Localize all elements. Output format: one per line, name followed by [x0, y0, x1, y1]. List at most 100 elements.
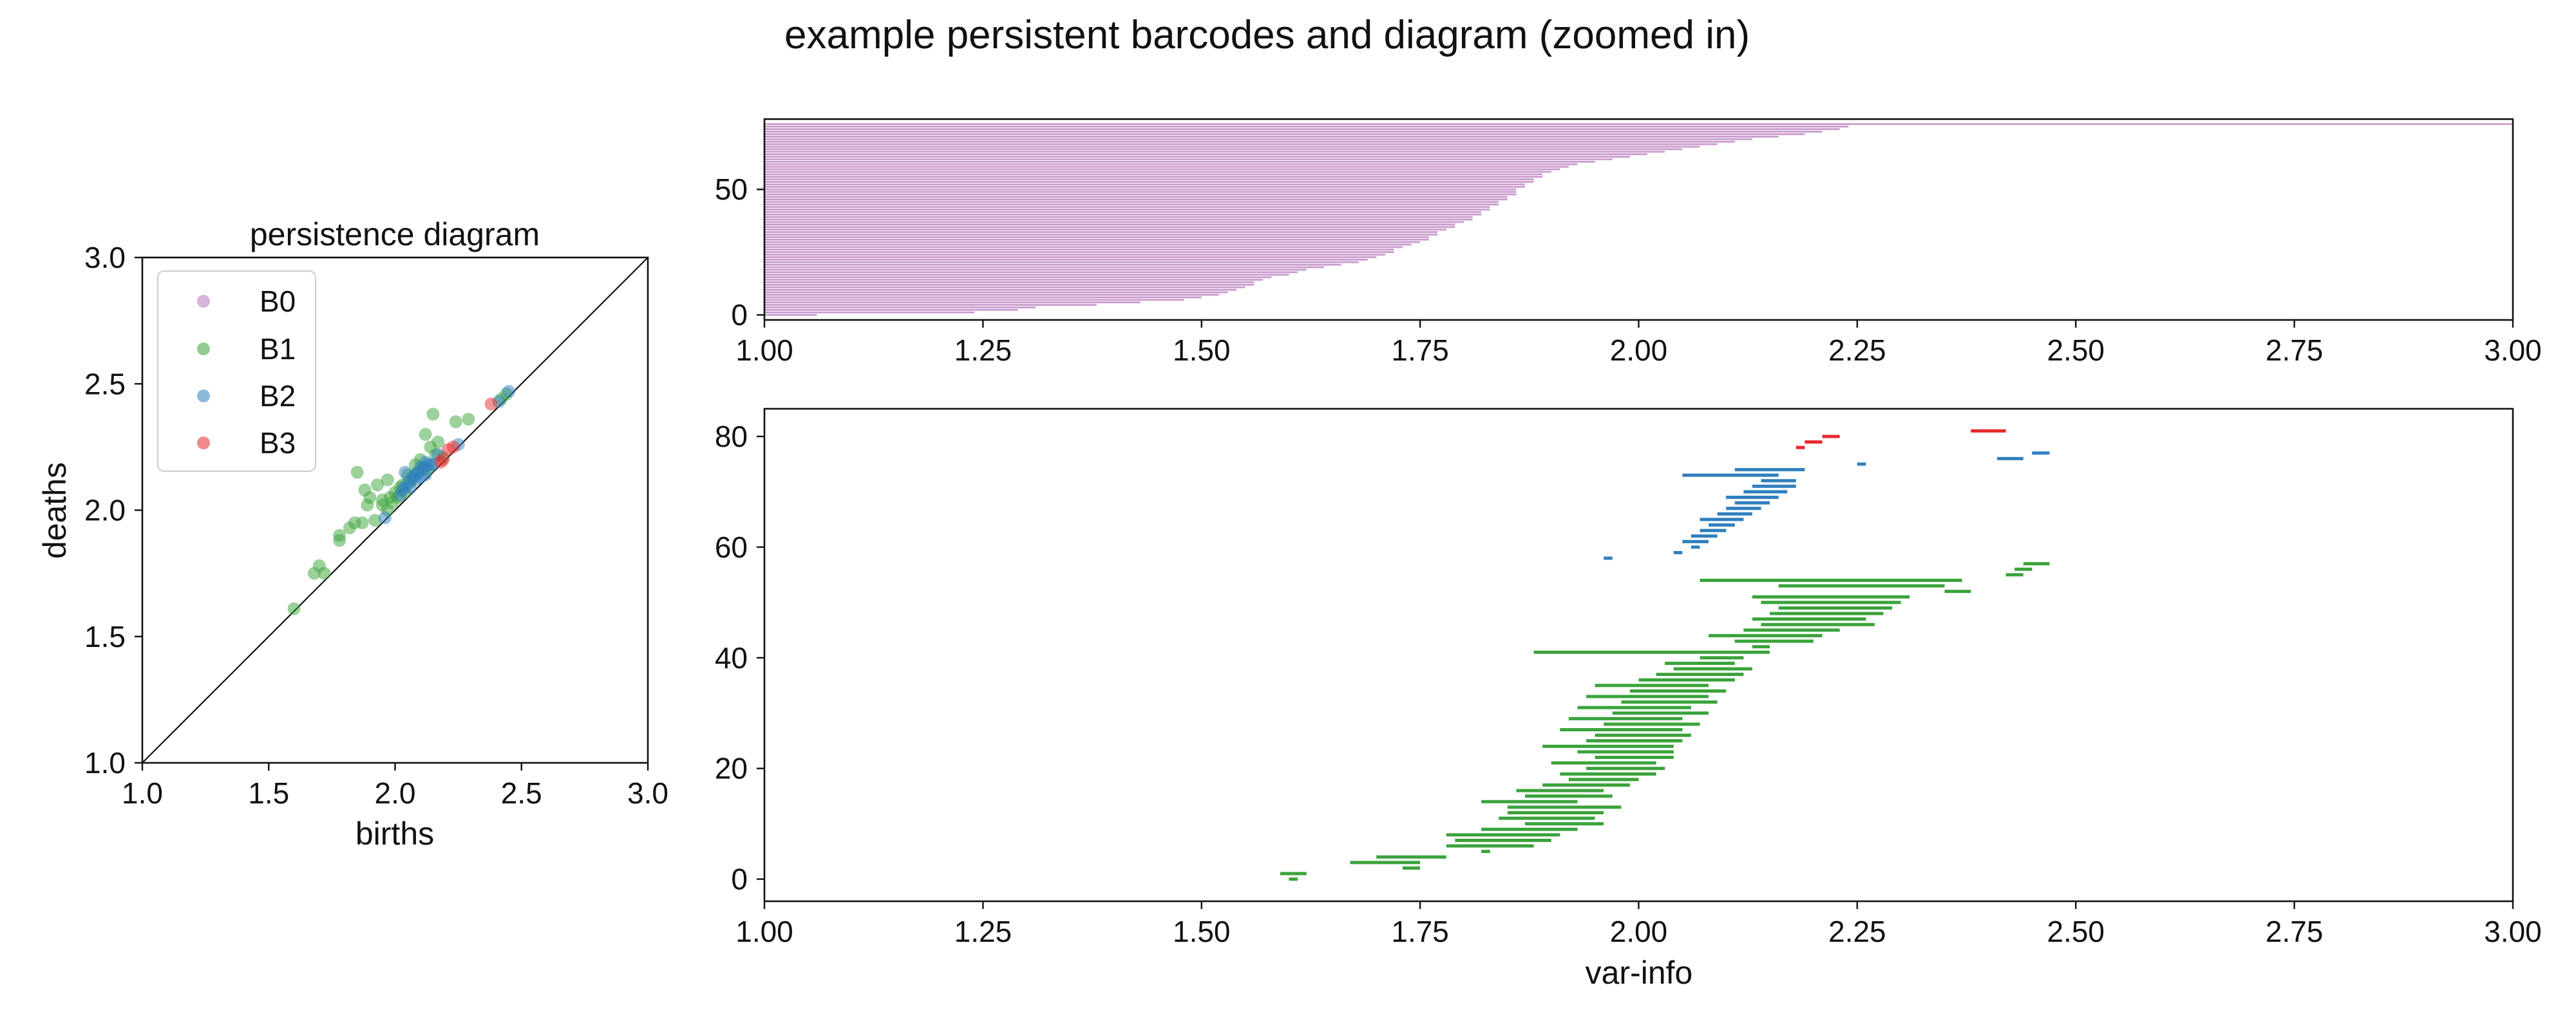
point-b1 — [426, 407, 440, 421]
bar-b1 — [1700, 578, 1962, 582]
x-tick-label: 2.75 — [2266, 333, 2324, 367]
point-b2 — [419, 468, 432, 482]
bar-b2 — [1682, 473, 1779, 477]
bar-b1 — [1525, 822, 1604, 826]
bar-b0 — [764, 288, 1237, 291]
bar-b0 — [764, 128, 1840, 130]
diagonal-line — [142, 257, 649, 763]
bar-b0 — [764, 246, 1403, 248]
x-tick-label: 1.00 — [735, 915, 793, 948]
bar-b0 — [764, 281, 1255, 283]
x-tick-label: 2.00 — [1610, 915, 1668, 948]
bar-b1 — [1778, 584, 1945, 588]
diagram-title: persistence diagram — [250, 216, 540, 252]
point-b3 — [437, 453, 450, 466]
diagram-legend: B0 B1 B2 B3 — [157, 270, 316, 472]
bar-b0 — [764, 156, 1630, 158]
legend-label-b0: B0 — [260, 285, 296, 318]
y-tick-label: 2.5 — [84, 367, 126, 400]
y-tick-label: 1.5 — [84, 620, 126, 653]
bar-b1 — [1542, 783, 1630, 787]
bar-b0 — [764, 138, 1752, 140]
bar-b2 — [1690, 534, 1718, 538]
x-tick-label: 2.75 — [2266, 915, 2324, 948]
bar-b0 — [764, 226, 1455, 229]
bar-b0 — [764, 241, 1421, 243]
bar-b1 — [1586, 739, 1683, 743]
bar-b0 — [764, 191, 1517, 193]
bar-b0 — [764, 206, 1490, 208]
bar-b1 — [1700, 656, 1744, 660]
point-b3 — [446, 440, 460, 454]
bar-b2 — [2032, 451, 2050, 455]
higher-y-ticks: 0 20 40 60 80 — [715, 420, 764, 896]
bar-b2 — [1717, 512, 1752, 516]
point-b1 — [449, 415, 462, 429]
bar-b1 — [1673, 667, 1752, 671]
bar-b0 — [764, 211, 1482, 213]
bar-b0 — [764, 176, 1543, 178]
bar-b1 — [1752, 595, 1910, 599]
diagram-x-label: births — [355, 816, 434, 852]
bar-b2 — [1690, 545, 1700, 549]
bar-b1 — [1743, 628, 1840, 632]
bar-b0 — [764, 301, 1141, 304]
persistence-diagram: persistence diagram 1.0 1.5 2.0 2.5 3.0 1.0 1… — [37, 216, 668, 852]
bar-b1 — [1595, 756, 1674, 760]
y-tick-label: 0 — [731, 298, 748, 332]
diagram-x-ticks: 1.0 1.5 2.0 2.5 3.0 — [122, 763, 668, 810]
bar-b0 — [764, 126, 1849, 128]
higher-x-label: var-info — [1586, 955, 1693, 991]
bar-b1 — [1761, 601, 1901, 604]
bar-b0 — [764, 248, 1394, 251]
diagonal — [142, 257, 649, 763]
x-tick-label: 1.00 — [735, 333, 793, 367]
point-b1 — [350, 465, 364, 479]
bar-b1 — [1481, 800, 1578, 803]
bar-b2 — [1682, 539, 1709, 543]
bar-b1 — [1402, 866, 1421, 870]
bar-b0 — [764, 153, 1648, 155]
bar-b1 — [1629, 689, 1727, 693]
bar-b1 — [1761, 623, 1875, 626]
bar-b1 — [1446, 844, 1534, 848]
bar-b2 — [1700, 529, 1727, 532]
bar-b0 — [764, 203, 1499, 205]
bar-b0 — [764, 168, 1560, 171]
y-tick-label: 0 — [731, 863, 748, 896]
bar-b1 — [1568, 716, 1683, 720]
legend-frame — [157, 270, 316, 472]
x-tick-label: 1.0 — [122, 776, 163, 810]
bar-b0 — [764, 198, 1508, 201]
point-b1 — [368, 514, 382, 527]
bar-b0 — [764, 279, 1263, 281]
bar-b0 — [764, 193, 1517, 196]
bar-b0 — [764, 160, 1595, 163]
bar-b0 — [764, 216, 1473, 218]
b0-bars — [764, 123, 2513, 316]
legend-marker-b0 — [197, 295, 210, 308]
bar-b1 — [1568, 778, 1639, 782]
bar-b0 — [764, 133, 1805, 135]
diagram-y-label: deaths — [37, 462, 73, 559]
point-b1 — [317, 566, 331, 580]
bar-b0 — [764, 304, 1097, 306]
point-b1 — [333, 529, 346, 542]
b0-x-ticks: 1.00 1.25 1.50 1.75 2.00 2.25 2.50 2.75 3.00 — [735, 320, 2542, 367]
bar-b0 — [764, 229, 1446, 230]
point-b3 — [484, 397, 498, 411]
bar-b1 — [1560, 772, 1656, 776]
x-tick-label: 2.25 — [1828, 915, 1886, 948]
point-b1 — [462, 413, 475, 426]
bar-b0 — [764, 148, 1683, 151]
bar-b0 — [764, 268, 1307, 271]
legend-label-b1: B1 — [260, 332, 296, 366]
bar-b2 — [1857, 462, 1866, 466]
bar-b0 — [764, 236, 1429, 238]
x-tick-label: 2.5 — [501, 776, 542, 810]
bar-b0 — [764, 234, 1438, 236]
legend-marker-b3 — [197, 436, 210, 449]
x-tick-label: 2.25 — [1828, 333, 1886, 367]
bar-b0 — [764, 266, 1324, 268]
